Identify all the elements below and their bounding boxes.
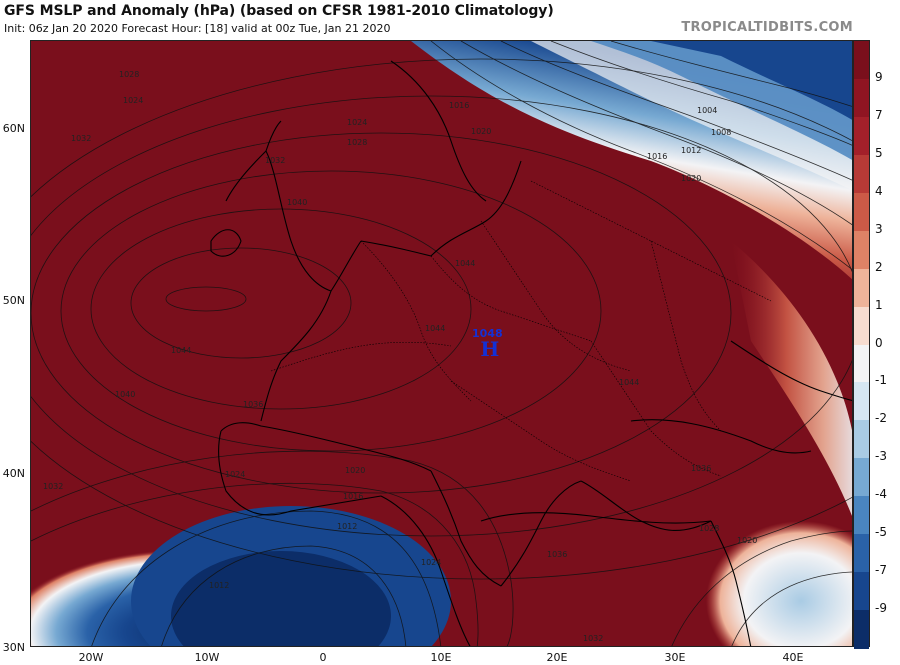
svg-text:1028: 1028 (699, 524, 719, 533)
colorbar-label: -9 (875, 601, 887, 616)
map-svg: 1024 1028 1032 1044 1040 1036 1032 1024 … (31, 41, 852, 646)
svg-text:1012: 1012 (337, 522, 357, 531)
colorbar-label: 3 (875, 221, 883, 236)
lat-label-40n: 40N (2, 467, 25, 480)
lat-label-50n: 50N (2, 294, 25, 307)
colorbar-segment (854, 344, 869, 383)
colorbar-segment (854, 534, 869, 573)
high-pressure-value: 1048 (472, 327, 503, 340)
svg-text:1004: 1004 (697, 106, 717, 115)
colorbar-label: -5 (875, 525, 887, 540)
country-borders (270, 180, 772, 482)
colorbar-segment (854, 572, 869, 611)
colorbar-segment (854, 230, 869, 270)
colorbar-label: 4 (875, 183, 883, 198)
sw-deepest-low-core (171, 551, 391, 646)
svg-text:1020: 1020 (471, 127, 491, 136)
lat-label-30n: 30N (2, 641, 25, 654)
high-pressure-center: 1048 H (472, 328, 503, 359)
svg-text:1024: 1024 (347, 118, 367, 127)
colorbar-label: 0 (875, 335, 883, 350)
colorbar-segment (854, 610, 869, 649)
svg-text:1040: 1040 (287, 198, 307, 207)
isobar-value-labels: 1024 1028 1032 1044 1040 1036 1032 1024 … (43, 70, 757, 643)
svg-text:1032: 1032 (583, 634, 603, 643)
se-anomaly-area (706, 521, 852, 646)
colorbar-segment (854, 458, 869, 497)
colorbar-segment (854, 154, 869, 194)
colorbar-segment (854, 420, 869, 459)
colorbar-label: 1 (875, 297, 883, 312)
lat-label-60n: 60N (2, 122, 25, 135)
svg-text:1012: 1012 (681, 146, 701, 155)
forecast-info: Init: 06z Jan 20 2020 Forecast Hour: [18… (4, 22, 391, 35)
colorbar-label: 9 (875, 69, 883, 84)
anomaly-colorbar (853, 40, 870, 649)
svg-text:1036: 1036 (243, 400, 263, 409)
svg-text:1016: 1016 (343, 492, 363, 501)
colorbar-segment (854, 382, 869, 421)
lon-label-0: 0 (319, 651, 327, 664)
svg-text:1032: 1032 (43, 482, 63, 491)
chart-title: GFS MSLP and Anomaly (hPa) (based on CFS… (4, 3, 554, 19)
colorbar-segment (854, 192, 869, 232)
isobar-lines (31, 41, 852, 646)
svg-text:1008: 1008 (711, 128, 731, 137)
colorbar-label: 7 (875, 107, 883, 122)
svg-text:1032: 1032 (265, 156, 285, 165)
lon-label-20w: 20W (78, 651, 104, 664)
lon-label-10e: 10E (430, 651, 452, 664)
colorbar-segment (854, 268, 869, 308)
svg-text:1036: 1036 (691, 464, 711, 473)
lon-label-10w: 10W (194, 651, 220, 664)
high-pressure-symbol: H (480, 337, 500, 361)
svg-text:1040: 1040 (115, 390, 135, 399)
ne-deep-low-zone (651, 41, 852, 120)
colorbar-label: 5 (875, 145, 883, 160)
colorbar-label: -3 (875, 449, 887, 464)
svg-text:1016: 1016 (647, 152, 667, 161)
colorbar-label: -7 (875, 563, 887, 578)
svg-text:1044: 1044 (171, 346, 191, 355)
svg-text:1028: 1028 (347, 138, 367, 147)
colorbar-segment (854, 306, 869, 345)
svg-text:1012: 1012 (209, 581, 229, 590)
source-credit: TROPICALTIDBITS.COM (681, 20, 853, 35)
svg-text:1024: 1024 (123, 96, 143, 105)
lon-label-30e: 30E (664, 651, 686, 664)
svg-text:1020: 1020 (345, 466, 365, 475)
svg-text:1020: 1020 (737, 536, 757, 545)
lon-label-20e: 20E (546, 651, 568, 664)
svg-text:1036: 1036 (547, 550, 567, 559)
svg-text:1032: 1032 (71, 134, 91, 143)
colorbar-label: -1 (875, 373, 887, 388)
colorbar-segment (854, 78, 869, 118)
colorbar-segment (854, 116, 869, 156)
colorbar-label: -4 (875, 487, 887, 502)
svg-text:1044: 1044 (619, 378, 639, 387)
colorbar-segment (854, 496, 869, 535)
colorbar-label: -2 (875, 411, 887, 426)
svg-text:1044: 1044 (425, 324, 445, 333)
colorbar-segment (854, 41, 869, 80)
svg-text:1024: 1024 (421, 558, 441, 567)
lon-label-40e: 40E (782, 651, 804, 664)
svg-text:1020: 1020 (681, 174, 701, 183)
svg-text:1016: 1016 (449, 101, 469, 110)
map-panel: 1024 1028 1032 1044 1040 1036 1032 1024 … (30, 40, 853, 647)
svg-text:1024: 1024 (225, 470, 245, 479)
svg-text:1028: 1028 (119, 70, 139, 79)
coastlines (210, 60, 852, 646)
svg-text:1044: 1044 (455, 259, 475, 268)
colorbar-label: 2 (875, 259, 883, 274)
